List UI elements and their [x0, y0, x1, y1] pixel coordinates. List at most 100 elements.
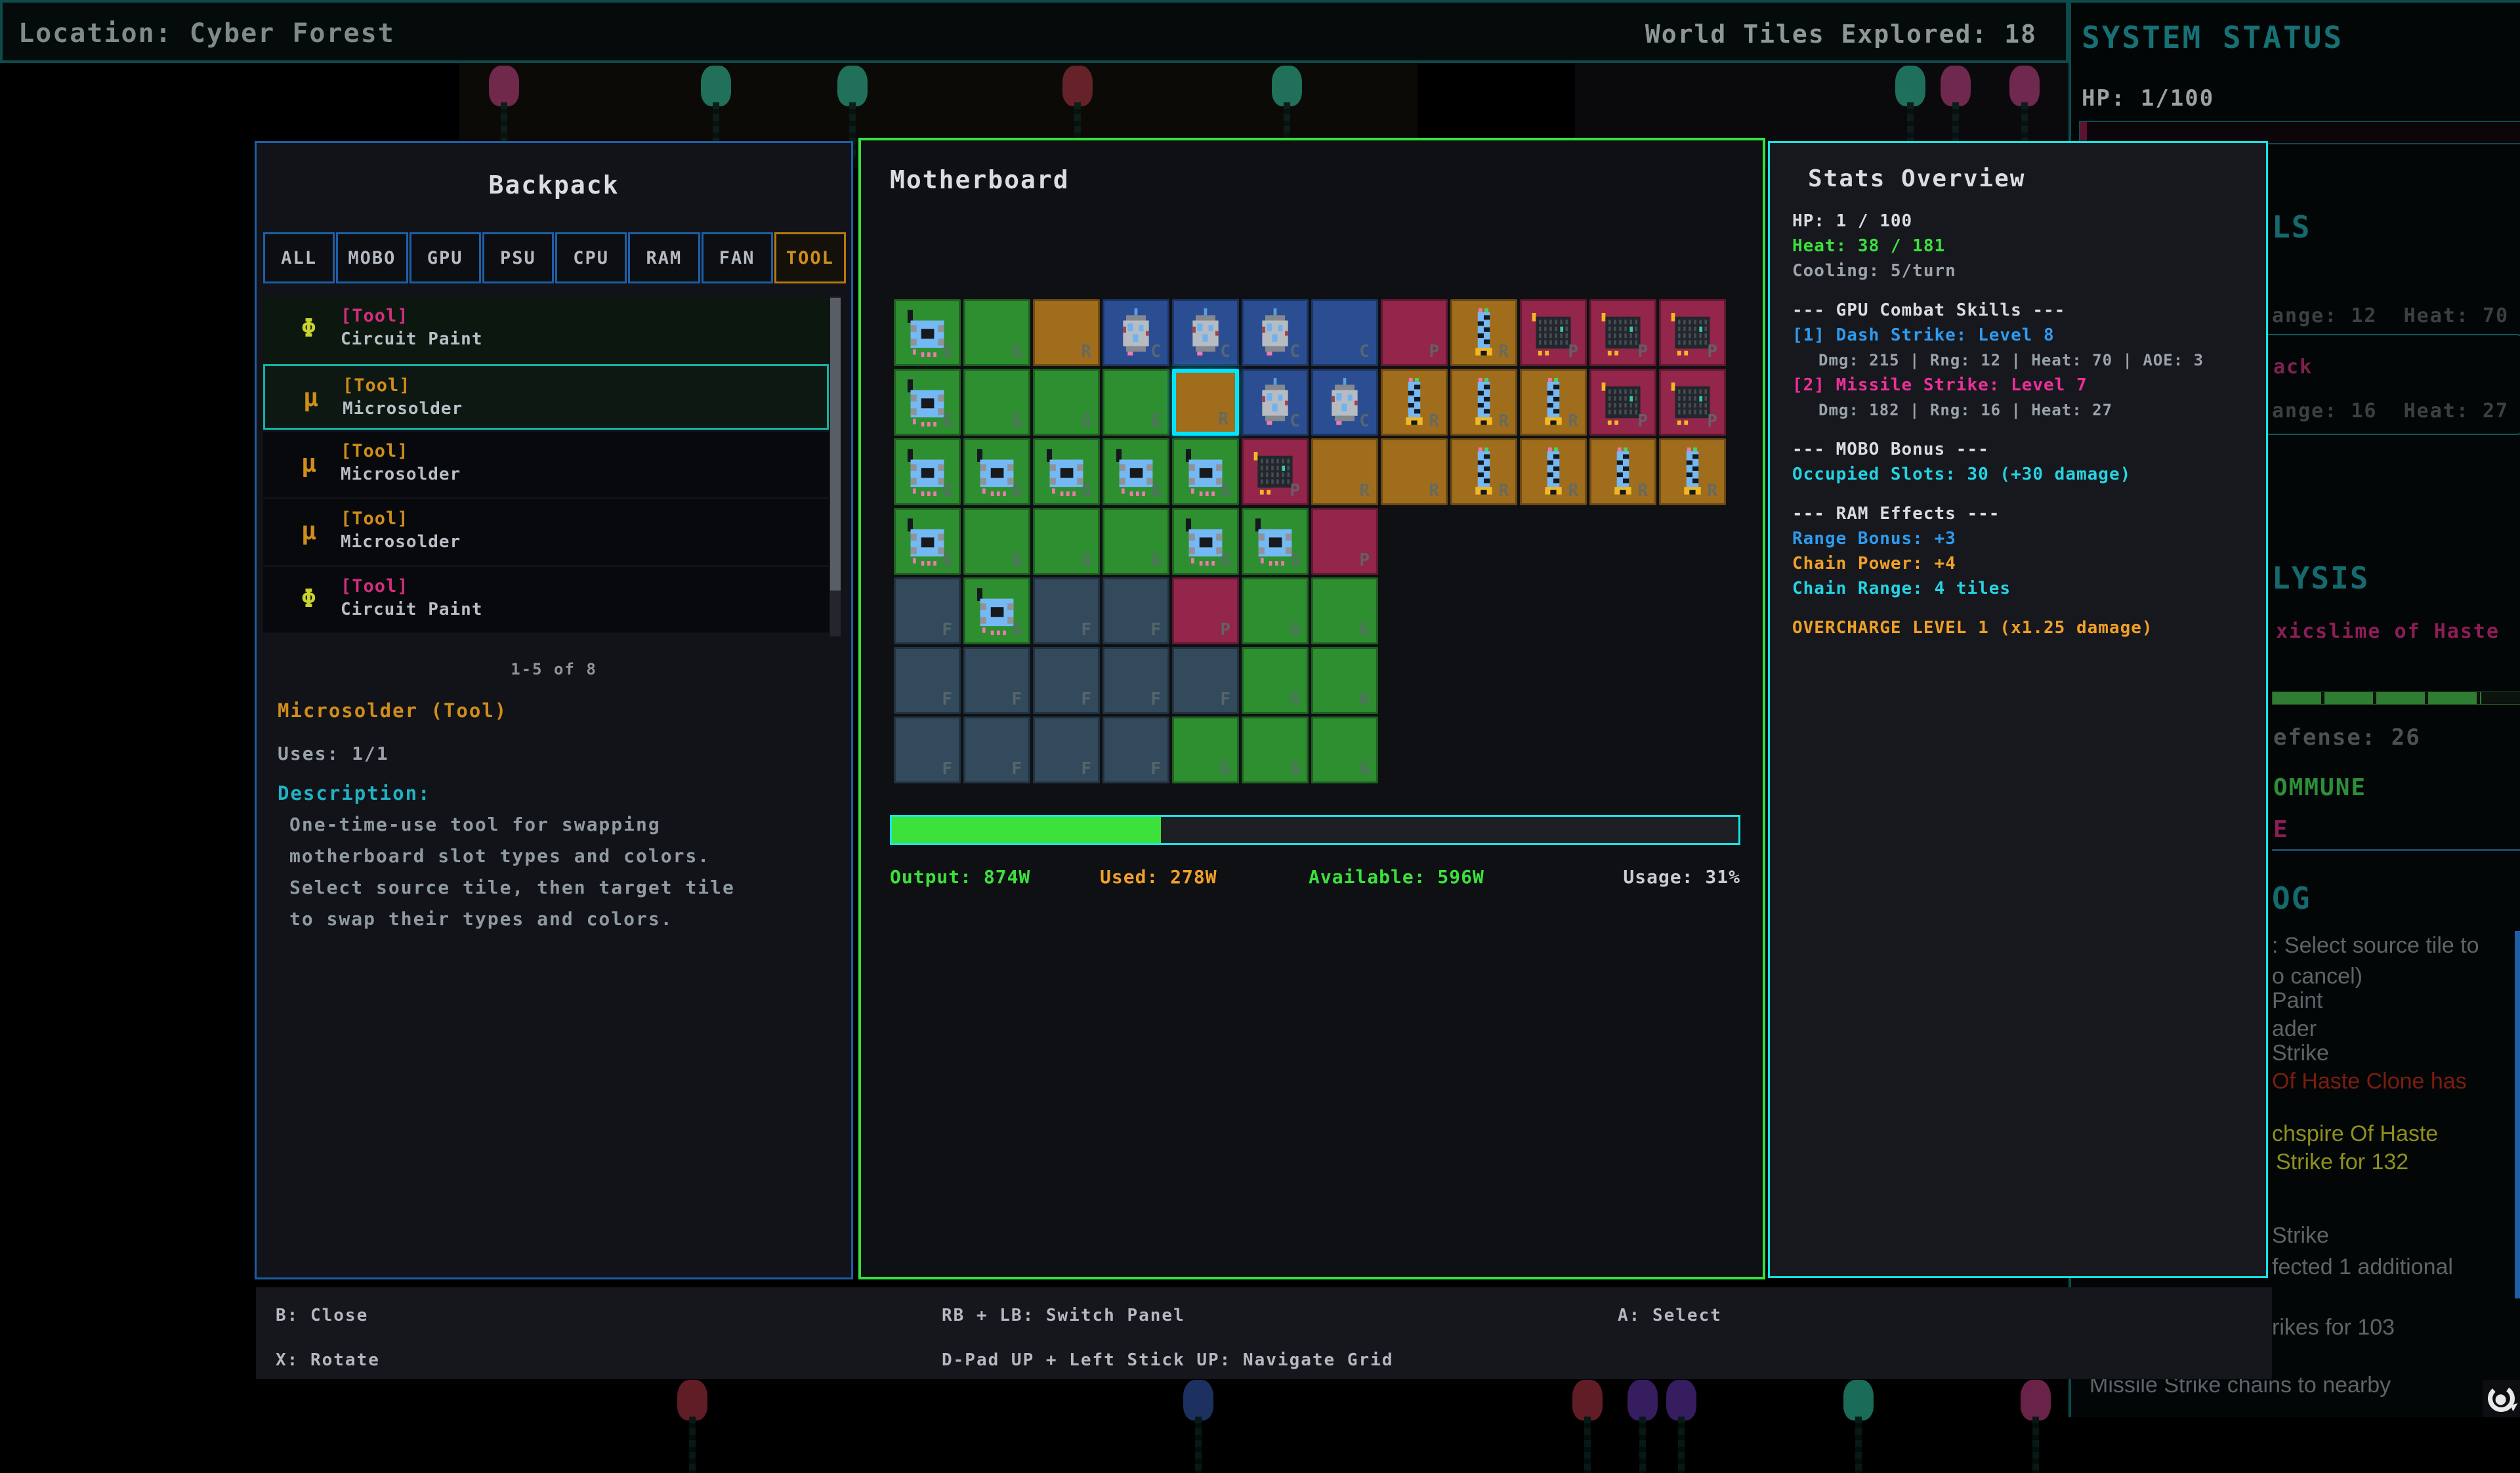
sidebar-text-fragment: ack [2273, 356, 2313, 379]
mobo-tile-g[interactable]: G [1311, 716, 1378, 783]
item-name: Microsolder [343, 399, 463, 419]
rotate-indicator-icon [2483, 1380, 2520, 1417]
mobo-tile-r-ram[interactable]: R [1520, 438, 1587, 505]
list-item[interactable]: μ [Tool] Microsolder [263, 432, 829, 497]
stat-line: [2] Missile Strike: Level 7 [1792, 375, 2088, 395]
mobo-tile-r[interactable]: R [1381, 438, 1448, 505]
mobo-tile-r-ram[interactable]: R [1520, 369, 1587, 436]
tile-letter: G [1220, 759, 1232, 779]
tab-fan[interactable]: FAN [701, 232, 773, 283]
mobo-tile-p-chip[interactable]: P [1659, 299, 1726, 366]
tab-all[interactable]: ALL [263, 232, 335, 283]
mobo-tile-p[interactable]: P [1311, 508, 1378, 575]
tile-letter: F [1011, 759, 1023, 779]
mobo-tile-g[interactable]: G [1242, 716, 1309, 783]
mobo-tile-f[interactable]: F [1033, 647, 1100, 714]
tile-letter: G [1011, 620, 1023, 640]
mobo-tile-g[interactable]: G [1311, 647, 1378, 714]
mobo-tile-f[interactable]: F [894, 647, 961, 714]
mobo-tile-f[interactable]: F [894, 716, 961, 783]
mobo-tile-p-chip[interactable]: P [1589, 369, 1656, 436]
mobo-tile-f[interactable]: F [963, 716, 1030, 783]
mobo-tile-g[interactable]: G [1033, 369, 1100, 436]
mobo-tile-g-gpu[interactable]: G [894, 369, 961, 436]
tab-mobo[interactable]: MOBO [336, 232, 408, 283]
mobo-tile-r-ram[interactable]: R [1381, 369, 1448, 436]
mobo-tile-g-gpu[interactable]: G [1172, 438, 1239, 505]
mobo-tile-g-gpu[interactable]: G [894, 299, 961, 366]
backpack-scrollbar[interactable] [830, 297, 841, 636]
mobo-tile-g[interactable]: G [963, 369, 1030, 436]
mobo-tile-p-chip[interactable]: P [1242, 438, 1309, 505]
mobo-tile-f[interactable]: F [1033, 577, 1100, 644]
backpack-scrollbar-thumb[interactable] [830, 298, 841, 591]
mobo-tile-r-selected[interactable]: R [1172, 369, 1239, 436]
mobo-tile-f[interactable]: F [1102, 647, 1169, 714]
mobo-tile-f[interactable]: F [1172, 647, 1239, 714]
tab-gpu[interactable]: GPU [409, 232, 481, 283]
stat-line: Range Bonus: +3 [1792, 529, 1956, 549]
list-item[interactable]: μ [Tool] Microsolder [263, 499, 829, 565]
mobo-tile-f[interactable]: F [894, 577, 961, 644]
mobo-tile-c-cpu[interactable]: C [1102, 299, 1169, 366]
mobo-tile-r[interactable]: R [1033, 299, 1100, 366]
mobo-tile-g[interactable]: G [1102, 369, 1169, 436]
tree-trunk [1284, 102, 1290, 159]
mobo-tile-g-gpu[interactable]: G [1172, 508, 1239, 575]
tile-letter: F [1150, 620, 1162, 640]
mobo-tile-g[interactable]: G [1242, 647, 1309, 714]
mobo-tile-g[interactable]: G [1102, 508, 1169, 575]
mobo-tile-g[interactable]: G [1172, 716, 1239, 783]
mobo-tile-p-chip[interactable]: P [1659, 369, 1726, 436]
mobo-tile-r-ram[interactable]: R [1450, 438, 1517, 505]
tab-ram[interactable]: RAM [628, 232, 700, 283]
tile-letter: F [1081, 759, 1093, 779]
mobo-tile-f[interactable]: F [1102, 716, 1169, 783]
stat-line: Occupied Slots: 30 (+30 damage) [1792, 465, 2132, 484]
mobo-tile-p-chip[interactable]: P [1589, 299, 1656, 366]
mobo-tile-p[interactable]: P [1381, 299, 1448, 366]
mobo-tile-r-ram[interactable]: R [1450, 369, 1517, 436]
mobo-tile-g[interactable]: G [963, 508, 1030, 575]
mobo-tile-r[interactable]: R [1311, 438, 1378, 505]
mobo-tile-g-gpu[interactable]: G [1242, 508, 1309, 575]
mobo-tile-f[interactable]: F [963, 647, 1030, 714]
sidebar-text-fragment: ader [2272, 1016, 2317, 1041]
mobo-tile-p[interactable]: P [1172, 577, 1239, 644]
log-scrollbar[interactable] [2515, 931, 2520, 1298]
enemy-health-fill [2273, 692, 2481, 704]
list-item[interactable]: Φ [Tool] Circuit Paint [263, 567, 829, 633]
mobo-tile-r-ram[interactable]: R [1450, 299, 1517, 366]
list-item[interactable]: μ [Tool] Microsolder [263, 364, 829, 430]
mobo-tile-g[interactable]: G [1033, 508, 1100, 575]
mobo-tile-c-cpu[interactable]: C [1242, 369, 1309, 436]
mobo-tile-g[interactable]: G [963, 299, 1030, 366]
mobo-tile-g-gpu[interactable]: G [894, 438, 961, 505]
tile-letter: C [1290, 342, 1301, 362]
mobo-tile-g[interactable]: G [1242, 577, 1309, 644]
mobo-tile-p-chip[interactable]: P [1520, 299, 1587, 366]
mobo-tile-g-gpu[interactable]: G [1033, 438, 1100, 505]
mobo-tile-r-ram[interactable]: R [1589, 438, 1656, 505]
mobo-tile-g-gpu[interactable]: G [963, 438, 1030, 505]
tree-trunk [2021, 102, 2028, 159]
tab-psu[interactable]: PSU [482, 232, 554, 283]
tab-cpu[interactable]: CPU [555, 232, 627, 283]
phi-icon: Φ [301, 584, 316, 613]
mobo-tile-g-gpu[interactable]: G [894, 508, 961, 575]
mobo-tile-c-cpu[interactable]: C [1242, 299, 1309, 366]
mobo-tile-r-ram[interactable]: R [1659, 438, 1726, 505]
mobo-tile-f[interactable]: F [1102, 577, 1169, 644]
mobo-tile-c-cpu[interactable]: C [1311, 369, 1378, 436]
mobo-tile-c[interactable]: C [1311, 299, 1378, 366]
tab-tool[interactable]: TOOL [774, 232, 846, 283]
tile-letter: F [942, 690, 954, 709]
stat-line: Heat: 38 / 181 [1792, 236, 1946, 256]
mobo-tile-f[interactable]: F [1033, 716, 1100, 783]
list-item[interactable]: Φ [Tool] Circuit Paint [263, 297, 829, 362]
tile-letter: R [1498, 481, 1510, 501]
mobo-tile-g[interactable]: G [1311, 577, 1378, 644]
mobo-tile-g-gpu[interactable]: G [1102, 438, 1169, 505]
mobo-tile-g-gpu[interactable]: G [963, 577, 1030, 644]
mobo-tile-c-cpu[interactable]: C [1172, 299, 1239, 366]
